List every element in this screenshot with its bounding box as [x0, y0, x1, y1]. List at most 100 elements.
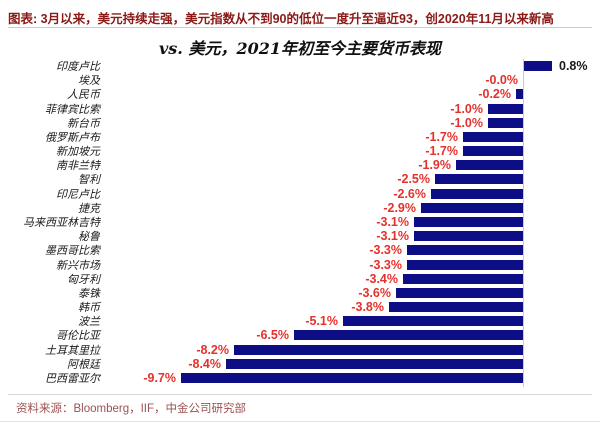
- bar-row: 阿根廷 -8.4%: [0, 357, 600, 371]
- category-label: 南非兰特: [56, 159, 100, 172]
- bar: [294, 330, 523, 340]
- value-label: -2.5%: [397, 172, 430, 186]
- zero-axis-line: [523, 59, 524, 387]
- bar-row: 土耳其里拉 -8.2%: [0, 343, 600, 357]
- bar-row: 秘鲁 -3.1%: [0, 229, 600, 243]
- bar-chart: 印度卢比 0.8% 埃及 -0.0% 人民币 -0.2% 菲律宾比索 -1.0% 新台币 -1.0…: [0, 59, 600, 391]
- category-label: 新台币: [67, 117, 100, 130]
- value-label: -8.2%: [196, 343, 229, 357]
- value-label: -1.9%: [418, 158, 451, 172]
- value-label: -8.4%: [188, 357, 221, 371]
- bar-row: 新兴市场 -3.3%: [0, 258, 600, 272]
- bar: [456, 160, 523, 170]
- value-label: -3.1%: [376, 215, 409, 229]
- bar-row: 印度卢比 0.8%: [0, 59, 600, 73]
- bar-row: 智利 -2.5%: [0, 172, 600, 186]
- category-label: 匈牙利: [67, 273, 100, 286]
- category-label: 韩币: [78, 301, 100, 314]
- category-label: 埃及: [78, 74, 100, 87]
- bar: [524, 61, 552, 71]
- bar: [407, 245, 523, 255]
- category-label: 捷克: [78, 202, 100, 215]
- value-label: -6.5%: [256, 328, 289, 342]
- value-label: -3.3%: [369, 258, 402, 272]
- bar-row: 印尼卢比 -2.6%: [0, 187, 600, 201]
- value-label: -1.7%: [425, 130, 458, 144]
- category-label: 菲律宾比索: [45, 103, 100, 116]
- bar: [414, 217, 523, 227]
- bar-row: 哥伦比亚 -6.5%: [0, 328, 600, 342]
- category-label: 智利: [78, 173, 100, 186]
- bar-row: 菲律宾比索 -1.0%: [0, 102, 600, 116]
- category-label: 阿根廷: [67, 358, 100, 371]
- category-label: 新兴市场: [56, 259, 100, 272]
- bar-row: 新台币 -1.0%: [0, 116, 600, 130]
- bar-row: 人民币 -0.2%: [0, 87, 600, 101]
- value-label: -3.6%: [358, 286, 391, 300]
- value-label: -3.1%: [376, 229, 409, 243]
- bar: [488, 118, 523, 128]
- figure-bottom-border: [0, 421, 600, 422]
- category-label: 人民币: [67, 88, 100, 101]
- bar: [421, 203, 523, 213]
- category-label: 墨西哥比索: [45, 244, 100, 257]
- bar: [463, 132, 523, 142]
- bar-row: 埃及 -0.0%: [0, 73, 600, 87]
- bar: [488, 104, 523, 114]
- figure-caption: 图表: 3月以来，美元持续走强，美元指数从不到90的低位一度升至逼近93，创20…: [8, 12, 554, 26]
- bar: [407, 260, 523, 270]
- bar-row: 匈牙利 -3.4%: [0, 272, 600, 286]
- bar: [435, 174, 523, 184]
- value-label: -0.0%: [485, 73, 518, 87]
- value-label: -2.6%: [393, 187, 426, 201]
- bar: [403, 274, 523, 284]
- bar-row: 捷克 -2.9%: [0, 201, 600, 215]
- value-label: -1.0%: [450, 102, 483, 116]
- bar: [396, 288, 523, 298]
- category-label: 马来西亚林吉特: [23, 216, 100, 229]
- bar: [343, 316, 523, 326]
- value-label: -2.9%: [383, 201, 416, 215]
- bar: [414, 231, 523, 241]
- footer-divider: [8, 394, 592, 395]
- value-label: -1.0%: [450, 116, 483, 130]
- value-label: -5.1%: [305, 314, 338, 328]
- value-label: -1.7%: [425, 144, 458, 158]
- value-label: -3.3%: [369, 243, 402, 257]
- bar-row: 波兰 -5.1%: [0, 314, 600, 328]
- value-label: -3.4%: [365, 272, 398, 286]
- bar-row: 墨西哥比索 -3.3%: [0, 243, 600, 257]
- category-label: 俄罗斯卢布: [45, 131, 100, 144]
- bar-row: 泰铢 -3.6%: [0, 286, 600, 300]
- value-label: 0.8%: [559, 59, 588, 73]
- category-label: 新加坡元: [56, 145, 100, 158]
- bar-row: 俄罗斯卢布 -1.7%: [0, 130, 600, 144]
- bar: [431, 189, 523, 199]
- bar: [516, 89, 523, 99]
- bar-row: 南非兰特 -1.9%: [0, 158, 600, 172]
- category-label: 泰铢: [78, 287, 100, 300]
- caption-divider: [8, 27, 592, 28]
- value-label: -0.2%: [478, 87, 511, 101]
- value-label: -3.8%: [351, 300, 384, 314]
- category-label: 土耳其里拉: [45, 344, 100, 357]
- category-label: 巴西雷亚尔: [45, 372, 100, 385]
- category-label: 印尼卢比: [56, 188, 100, 201]
- category-label: 波兰: [78, 315, 100, 328]
- bar-row: 巴西雷亚尔 -9.7%: [0, 371, 600, 385]
- bar: [181, 373, 523, 383]
- chart-title: vs. 美元，2021年初至今主要货币表现: [159, 39, 441, 58]
- category-label: 哥伦比亚: [56, 329, 100, 342]
- bar-row: 韩币 -3.8%: [0, 300, 600, 314]
- value-label: -9.7%: [143, 371, 176, 385]
- bar: [226, 359, 523, 369]
- category-label: 印度卢比: [56, 60, 100, 73]
- category-label: 秘鲁: [78, 230, 100, 243]
- bar-row: 马来西亚林吉特 -3.1%: [0, 215, 600, 229]
- bar-row: 新加坡元 -1.7%: [0, 144, 600, 158]
- bar: [389, 302, 523, 312]
- data-source-note: 资料来源：Bloomberg，IIF，中金公司研究部: [16, 403, 247, 415]
- bar: [463, 146, 523, 156]
- bar: [234, 345, 523, 355]
